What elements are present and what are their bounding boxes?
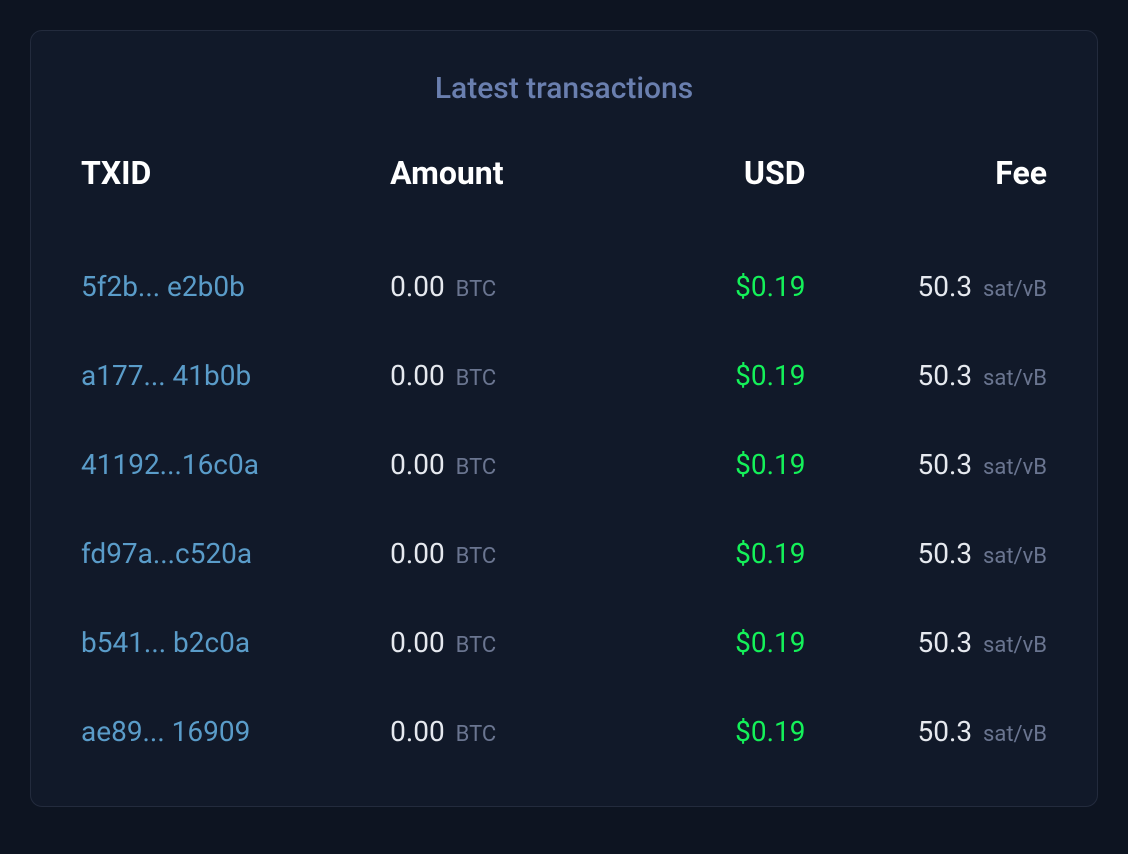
- table-row[interactable]: a177... 41b0b 0.00 BTC $0.19 50.3 sat/vB: [81, 331, 1047, 420]
- txid-cell[interactable]: a177... 41b0b: [81, 331, 390, 420]
- amount-cell: 0.00 BTC: [390, 687, 632, 776]
- fee-cell: 50.3 sat/vB: [805, 598, 1047, 687]
- table-row[interactable]: ae89... 16909 0.00 BTC $0.19 50.3 sat/vB: [81, 687, 1047, 776]
- usd-cell: $0.19: [632, 687, 806, 776]
- fee-value: 50.3: [917, 359, 972, 392]
- fee-cell: 50.3 sat/vB: [805, 331, 1047, 420]
- amount-value: 0.00: [390, 359, 445, 392]
- fee-unit: sat/vB: [983, 722, 1047, 747]
- fee-value: 50.3: [917, 715, 972, 748]
- header-txid: TXID: [81, 154, 390, 242]
- header-fee: Fee: [805, 154, 1047, 242]
- amount-unit: BTC: [456, 633, 497, 658]
- fee-cell: 50.3 sat/vB: [805, 242, 1047, 331]
- amount-unit: BTC: [456, 366, 497, 391]
- amount-cell: 0.00 BTC: [390, 509, 632, 598]
- amount-unit: BTC: [456, 277, 497, 302]
- txid-cell[interactable]: b541... b2c0a: [81, 598, 390, 687]
- usd-cell: $0.19: [632, 331, 806, 420]
- fee-unit: sat/vB: [983, 366, 1047, 391]
- txid-cell[interactable]: fd97a...c520a: [81, 509, 390, 598]
- fee-value: 50.3: [917, 270, 972, 303]
- usd-cell: $0.19: [632, 420, 806, 509]
- amount-unit: BTC: [456, 544, 497, 569]
- card-title: Latest transactions: [81, 71, 1047, 106]
- amount-value: 0.00: [390, 626, 445, 659]
- amount-cell: 0.00 BTC: [390, 242, 632, 331]
- fee-unit: sat/vB: [983, 455, 1047, 480]
- fee-unit: sat/vB: [983, 544, 1047, 569]
- amount-cell: 0.00 BTC: [390, 598, 632, 687]
- amount-value: 0.00: [390, 537, 445, 570]
- fee-value: 50.3: [917, 448, 972, 481]
- table-header-row: TXID Amount USD Fee: [81, 154, 1047, 242]
- amount-cell: 0.00 BTC: [390, 420, 632, 509]
- latest-transactions-card: Latest transactions TXID Amount USD Fee …: [30, 30, 1098, 807]
- table-row[interactable]: 41192...16c0a 0.00 BTC $0.19 50.3 sat/vB: [81, 420, 1047, 509]
- fee-unit: sat/vB: [983, 277, 1047, 302]
- usd-cell: $0.19: [632, 509, 806, 598]
- amount-value: 0.00: [390, 270, 445, 303]
- table-row[interactable]: fd97a...c520a 0.00 BTC $0.19 50.3 sat/vB: [81, 509, 1047, 598]
- amount-unit: BTC: [456, 722, 497, 747]
- fee-cell: 50.3 sat/vB: [805, 687, 1047, 776]
- header-usd: USD: [632, 154, 806, 242]
- txid-cell[interactable]: ae89... 16909: [81, 687, 390, 776]
- txid-cell[interactable]: 5f2b... e2b0b: [81, 242, 390, 331]
- amount-value: 0.00: [390, 715, 445, 748]
- amount-value: 0.00: [390, 448, 445, 481]
- usd-cell: $0.19: [632, 242, 806, 331]
- fee-unit: sat/vB: [983, 633, 1047, 658]
- amount-cell: 0.00 BTC: [390, 331, 632, 420]
- transactions-table: TXID Amount USD Fee 5f2b... e2b0b 0.00 B…: [81, 154, 1047, 776]
- table-row[interactable]: 5f2b... e2b0b 0.00 BTC $0.19 50.3 sat/vB: [81, 242, 1047, 331]
- txid-cell[interactable]: 41192...16c0a: [81, 420, 390, 509]
- fee-cell: 50.3 sat/vB: [805, 420, 1047, 509]
- table-row[interactable]: b541... b2c0a 0.00 BTC $0.19 50.3 sat/vB: [81, 598, 1047, 687]
- usd-cell: $0.19: [632, 598, 806, 687]
- fee-value: 50.3: [917, 537, 972, 570]
- header-amount: Amount: [390, 154, 632, 242]
- amount-unit: BTC: [456, 455, 497, 480]
- fee-cell: 50.3 sat/vB: [805, 509, 1047, 598]
- fee-value: 50.3: [917, 626, 972, 659]
